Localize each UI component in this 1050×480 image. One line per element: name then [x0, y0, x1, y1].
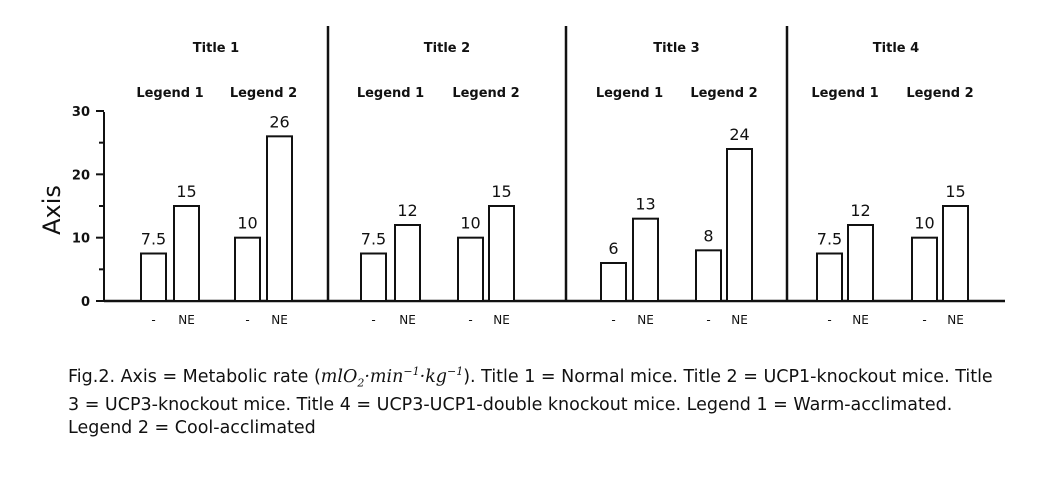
panel-1: Title 1 Legend 1 7.5 - 15 NE Legend 2 10 - 26 NE: [136, 41, 297, 327]
panel-title: Title 3: [653, 41, 699, 56]
x-category-label: -: [611, 313, 615, 327]
caption-unit: mlO2·min−1·kg−1: [320, 365, 464, 390]
bar-value-label: 6: [608, 239, 618, 258]
bar-value-label: 15: [945, 182, 965, 201]
bar-value-label: 10: [237, 214, 257, 233]
bar: [816, 252, 843, 302]
x-category-label: NE: [399, 313, 416, 327]
y-axis-label: Axis: [38, 185, 66, 235]
bar: [457, 236, 484, 303]
bar: [942, 205, 969, 302]
y-tick-label: 30: [72, 105, 90, 120]
bar-value-label: 10: [460, 214, 480, 233]
bar: [488, 205, 515, 302]
x-category-label: NE: [271, 313, 288, 327]
x-category-label: NE: [637, 313, 654, 327]
panel-3: Title 3 Legend 1 6 - 13 NE Legend 2 8 - 24 NE: [596, 41, 758, 327]
bar-value-label: 7.5: [817, 230, 842, 249]
legend-label: Legend 1: [811, 86, 878, 101]
x-category-label: NE: [178, 313, 195, 327]
legend-label: Legend 2: [230, 86, 297, 101]
bar: [632, 217, 659, 303]
x-category-label: -: [468, 313, 472, 327]
legend-label: Legend 2: [906, 86, 973, 101]
legend-label: Legend 1: [136, 86, 203, 101]
bar-value-label: 15: [176, 182, 196, 201]
panel-4: Title 4 Legend 1 7.5 - 12 NE Legend 2 10 - 15 NE: [811, 41, 973, 327]
bar: [234, 236, 261, 303]
y-tick-label: 10: [72, 232, 90, 247]
x-category-label: NE: [852, 313, 869, 327]
x-category-label: NE: [947, 313, 964, 327]
bar: [911, 236, 938, 303]
x-category-label: -: [827, 313, 831, 327]
bar: [600, 262, 627, 302]
bar-value-label: 10: [914, 214, 934, 233]
x-category-label: NE: [493, 313, 510, 327]
figure-caption: Fig.2. Axis = Metabolic rate (mlO2·min−1…: [68, 360, 998, 440]
bar: [360, 252, 387, 302]
y-ticks: 0 10 20 30: [72, 105, 104, 310]
bar: [847, 224, 874, 302]
x-category-label: -: [922, 313, 926, 327]
x-category-label: -: [245, 313, 249, 327]
panel-title: Title 4: [873, 41, 919, 56]
x-category-label: -: [706, 313, 710, 327]
caption-text-end: ). Title 1 = Normal mice. Title 2 = UCP1…: [68, 366, 993, 439]
bar-value-label: 12: [397, 201, 417, 220]
bar-value-label: 12: [850, 201, 870, 220]
bar: [726, 148, 753, 302]
panel-title: Title 2: [424, 41, 470, 56]
bar-value-label: 8: [703, 226, 713, 245]
bar: [394, 224, 421, 302]
caption-text-start: Fig.2. Axis = Metabolic rate (: [68, 366, 321, 387]
panel-title: Title 1: [193, 41, 239, 56]
x-category-label: -: [371, 313, 375, 327]
bar: [173, 205, 200, 302]
panel-2: Title 2 Legend 1 7.5 - 12 NE Legend 2 10 - 15 NE: [357, 41, 520, 327]
chart: Axis 0 10 20 30 Title 1 Legend 1 7.5 - 15 NE Lege…: [38, 26, 1005, 327]
y-tick-label: 0: [81, 295, 90, 310]
bar-value-label: 15: [491, 182, 511, 201]
bar: [266, 135, 293, 302]
bar: [695, 249, 722, 302]
legend-label: Legend 1: [596, 86, 663, 101]
x-category-label: NE: [731, 313, 748, 327]
bar-value-label: 24: [729, 125, 749, 144]
bar-value-label: 7.5: [141, 230, 166, 249]
bar-value-label: 13: [635, 195, 655, 214]
bar-value-label: 7.5: [361, 230, 386, 249]
bar-value-label: 26: [269, 112, 289, 131]
bar: [140, 252, 167, 302]
legend-label: Legend 2: [452, 86, 519, 101]
x-category-label: -: [151, 313, 155, 327]
y-tick-label: 20: [72, 168, 90, 183]
legend-label: Legend 1: [357, 86, 424, 101]
legend-label: Legend 2: [690, 86, 757, 101]
